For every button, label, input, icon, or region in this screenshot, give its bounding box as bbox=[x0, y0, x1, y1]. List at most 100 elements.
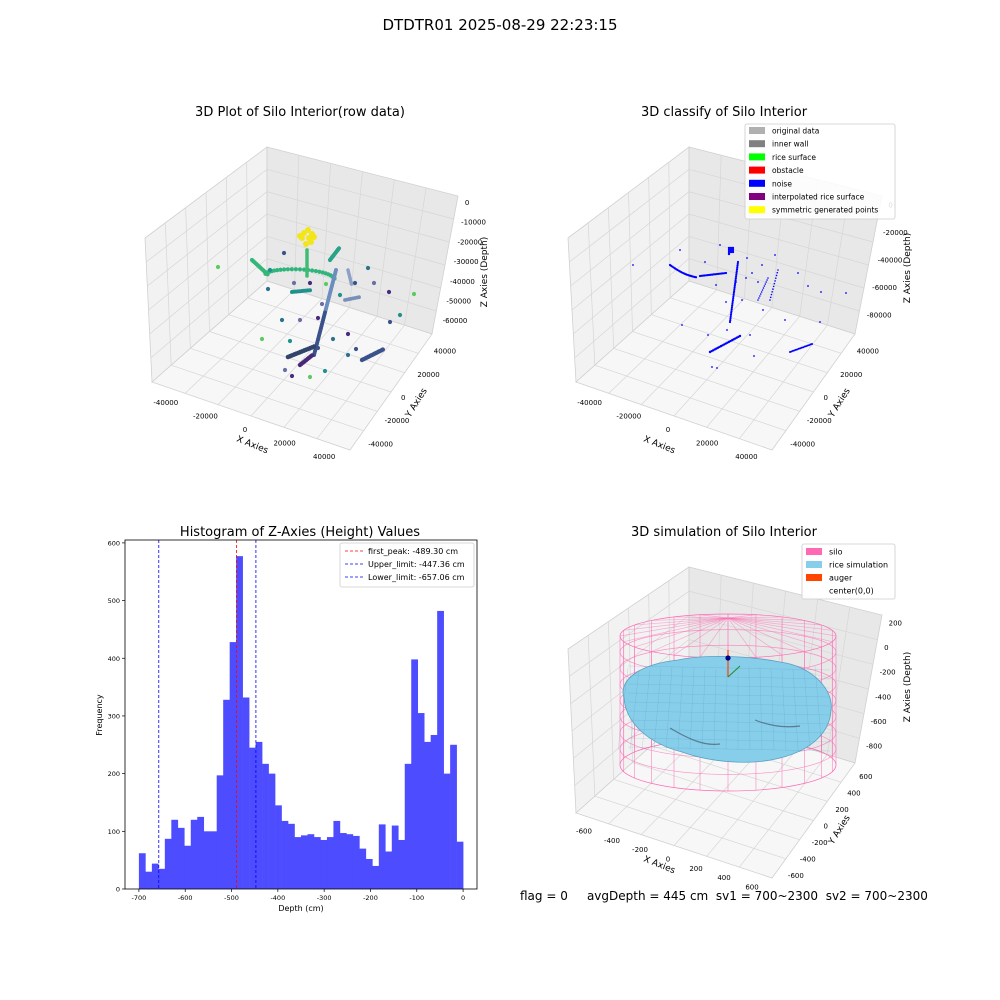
histogram-bar bbox=[177, 827, 185, 889]
x-tick-label: -300 bbox=[317, 894, 332, 902]
noise-point bbox=[731, 304, 734, 307]
noise-point bbox=[729, 315, 732, 318]
histogram-bar bbox=[145, 871, 153, 889]
histogram-bar bbox=[249, 747, 256, 889]
legend-label: auger bbox=[829, 574, 853, 583]
histogram-bar bbox=[190, 819, 198, 889]
histogram-bar bbox=[301, 835, 308, 889]
histogram-bar bbox=[288, 823, 295, 889]
histogram-bar bbox=[411, 659, 419, 889]
raw-point bbox=[311, 234, 317, 240]
classify-x-axis-label: X Axies bbox=[642, 435, 677, 457]
raw-point bbox=[308, 239, 314, 245]
raw-point bbox=[345, 331, 351, 337]
y-tick-label: 300 bbox=[108, 712, 120, 720]
simulation-z-axis-label: Z Axies (Depth) bbox=[903, 652, 913, 723]
raw-z-axis-label: Z Axies (Depth) bbox=[480, 237, 490, 308]
histogram-bar bbox=[197, 816, 205, 889]
raw-point bbox=[281, 250, 287, 256]
noise-point bbox=[745, 277, 747, 279]
simulation-x-ticks: -600 -400 -200 0 200 400 600 bbox=[576, 828, 759, 892]
noise-point bbox=[632, 264, 634, 266]
histogram-y-axis-label: Frequency bbox=[95, 694, 104, 736]
noise-point bbox=[741, 299, 743, 301]
classify-legend: original data inner wall rice surface obsta… bbox=[744, 123, 896, 220]
noise-point bbox=[762, 309, 764, 311]
noise-point bbox=[773, 282, 776, 285]
histogram-bar bbox=[339, 833, 347, 889]
y-tick-label: 40000 bbox=[434, 348, 456, 356]
z-tick-label: -600 bbox=[871, 718, 887, 726]
legend-label: inner wall bbox=[772, 140, 809, 149]
raw-point bbox=[337, 292, 343, 298]
histogram-bar bbox=[404, 763, 412, 889]
raw-y-tick-labels: -40000 -20000 0 20000 40000 bbox=[368, 348, 456, 449]
noise-point bbox=[767, 277, 769, 279]
y-tick-label: 40000 bbox=[857, 348, 879, 356]
histogram-bar bbox=[313, 837, 321, 889]
noise-point bbox=[784, 319, 786, 321]
raw-point bbox=[265, 286, 271, 292]
histogram-bar bbox=[158, 868, 166, 889]
histogram-bar bbox=[171, 819, 179, 889]
simulation-y-axis-label: Y Axies bbox=[827, 813, 853, 847]
raw-point bbox=[293, 267, 298, 272]
histogram-bar bbox=[138, 853, 146, 889]
center-marker bbox=[725, 655, 731, 661]
legend-swatch bbox=[749, 193, 765, 200]
x-tick-label: 0 bbox=[666, 426, 670, 434]
y-tick-label: 500 bbox=[108, 597, 120, 605]
raw-point bbox=[365, 265, 371, 271]
noise-point bbox=[771, 291, 773, 293]
noise-point bbox=[845, 292, 847, 294]
noise-point bbox=[730, 311, 733, 315]
noise-point bbox=[760, 291, 763, 293]
legend-label: Lower_limit: -657.06 cm bbox=[368, 573, 465, 582]
auger bbox=[725, 650, 741, 678]
raw-point bbox=[349, 282, 354, 286]
noise-point bbox=[749, 334, 751, 336]
noise-point bbox=[819, 321, 821, 323]
y-tick-label: -200 bbox=[812, 839, 828, 847]
noise-point bbox=[704, 261, 706, 263]
legend-label: noise bbox=[772, 179, 792, 188]
x-tick-label: -200 bbox=[632, 846, 648, 854]
raw-point bbox=[307, 374, 313, 380]
legend-swatch bbox=[806, 548, 822, 555]
raw-point bbox=[352, 280, 358, 286]
noise-point bbox=[732, 291, 735, 295]
z-tick-label: -80000 bbox=[867, 312, 892, 320]
raw-point bbox=[313, 268, 318, 274]
histogram-bar bbox=[164, 838, 172, 889]
noise-point bbox=[736, 262, 739, 265]
legend-label: center(0,0) bbox=[829, 587, 874, 596]
histogram-bar bbox=[417, 713, 425, 889]
x-tick-label: -400 bbox=[270, 894, 285, 902]
histogram-bar bbox=[326, 837, 334, 889]
x-tick-label: -20000 bbox=[616, 412, 641, 420]
y-tick-label: -400 bbox=[800, 855, 816, 863]
noise-point bbox=[726, 329, 728, 331]
histogram-bar bbox=[255, 741, 263, 889]
x-tick-label: 0 bbox=[461, 894, 465, 902]
noise-point bbox=[751, 272, 753, 274]
noise-points bbox=[632, 244, 847, 369]
raw-point bbox=[322, 368, 328, 374]
y-tick-label: -600 bbox=[788, 872, 804, 880]
raw-point bbox=[315, 315, 321, 321]
raw-point bbox=[282, 267, 287, 272]
x-tick-label: 600 bbox=[745, 883, 758, 891]
histogram-bar bbox=[281, 820, 289, 889]
y-tick-label: 0 bbox=[116, 886, 120, 894]
y-tick-label: 20000 bbox=[417, 371, 439, 379]
noise-point bbox=[774, 280, 776, 282]
noise-point bbox=[758, 297, 760, 299]
noise-point bbox=[731, 250, 735, 254]
raw-point bbox=[380, 347, 385, 352]
noise-point bbox=[776, 271, 779, 274]
histogram-bar bbox=[223, 699, 230, 889]
histogram-bar bbox=[385, 851, 393, 889]
y-tick-label: 600 bbox=[108, 539, 120, 547]
noise-point bbox=[727, 250, 731, 254]
